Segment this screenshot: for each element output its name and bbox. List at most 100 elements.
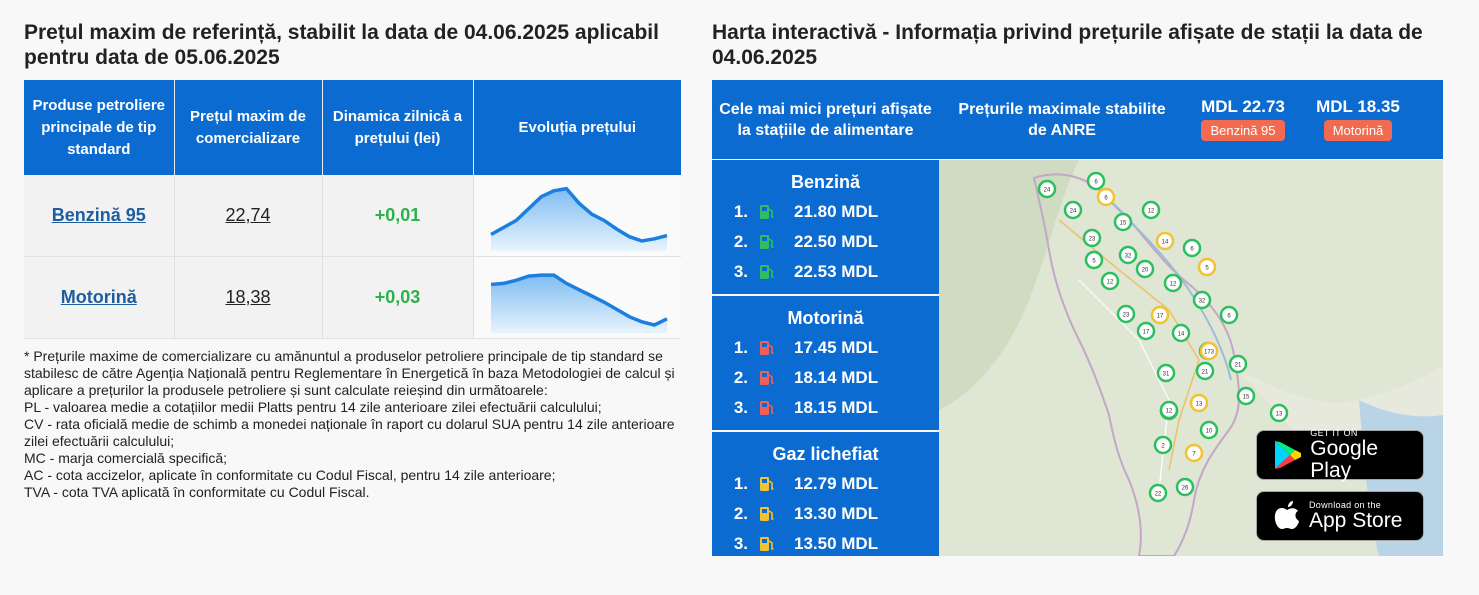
station-marker[interactable]: 5 — [1197, 257, 1217, 277]
fuel-pump-icon — [756, 232, 778, 252]
station-marker[interactable]: 32 — [1118, 245, 1138, 265]
station-marker[interactable]: 14 — [1155, 231, 1175, 251]
list-item[interactable]: 1. 21.80 MDL — [733, 202, 879, 221]
station-marker[interactable]: 15 — [1113, 212, 1133, 232]
station-marker-label: 21 — [1202, 370, 1209, 376]
station-marker-label: 14 — [1178, 332, 1185, 338]
list-item[interactable]: 3. 18.15 MDL — [733, 398, 879, 417]
station-marker-label: 12 — [1107, 280, 1114, 286]
country-border — [1032, 173, 1240, 556]
list-item[interactable]: 1. 12.79 MDL — [733, 474, 879, 493]
fuel-pump-icon — [756, 262, 778, 282]
station-marker[interactable]: 22 — [1148, 483, 1168, 503]
station-marker[interactable]: 12 — [1141, 200, 1161, 220]
station-marker-label: 6 — [1227, 314, 1231, 320]
station-marker[interactable]: 10 — [1199, 420, 1219, 440]
price-link-motorina[interactable]: 18,38 — [225, 287, 271, 307]
station-marker[interactable]: 173 — [1199, 341, 1219, 361]
max-price-motorina: MDL 18.35 Motorină — [1308, 97, 1408, 141]
station-marker-label: 24 — [1070, 209, 1077, 215]
station-marker[interactable]: 32 — [1192, 290, 1212, 310]
reference-price-title: Prețul maxim de referință, stabilit la d… — [24, 21, 659, 69]
station-marker[interactable]: 24 — [1037, 179, 1057, 199]
list-item[interactable]: 2. 13.30 MDL — [733, 504, 879, 523]
apple-icon — [1274, 501, 1299, 529]
station-markers: 24 6 6 24 15 12 23 14 6 5 32 20 5 12 12 32 2 31 7 6 17 14 17 17… — [1037, 171, 1289, 503]
station-marker-label: 5 — [1205, 266, 1209, 272]
station-marker-label: 20 — [1142, 268, 1149, 274]
station-marker[interactable]: 17 — [1150, 305, 1170, 325]
station-marker[interactable]: 24 — [1063, 200, 1083, 220]
price-value: 12.79 MDL — [794, 474, 879, 493]
station-marker[interactable]: 6 — [1182, 238, 1202, 258]
station-marker[interactable]: 13 — [1269, 403, 1289, 423]
station-marker[interactable]: 13 — [1189, 393, 1209, 413]
trend-area — [491, 275, 668, 333]
list-item[interactable]: 1. 17.45 MDL — [733, 338, 879, 357]
station-marker[interactable]: 6 — [1219, 305, 1239, 325]
station-marker[interactable]: 12 — [1159, 400, 1179, 420]
station-marker-label: 2 — [1161, 444, 1165, 450]
station-marker-label: 6 — [1104, 196, 1108, 202]
station-marker-label: 23 — [1089, 237, 1096, 243]
map-header: Cele mai mici prețuri afișate la stațiil… — [712, 80, 1443, 159]
station-marker[interactable]: 12 — [1163, 273, 1183, 293]
reference-price-panel: Prețul maxim de referință, stabilit la d… — [24, 20, 681, 501]
station-marker[interactable]: 15 — [1236, 386, 1256, 406]
station-marker[interactable]: 31 — [1156, 363, 1176, 383]
station-marker[interactable]: 17 — [1136, 321, 1156, 341]
station-marker[interactable]: 2 — [1153, 435, 1173, 455]
col-header-price: Prețul maxim de comercializare — [174, 80, 323, 175]
app-store-button[interactable]: Download on the App Store — [1256, 491, 1424, 541]
station-marker[interactable]: 6 — [1096, 187, 1116, 207]
price-link-benzina[interactable]: 22,74 — [225, 205, 271, 225]
trend-line — [491, 273, 669, 327]
note-line: TVA - cota TVA aplicată în conformitate … — [24, 484, 370, 500]
lowest-prices-label: Cele mai mici prețuri afișate la stațiil… — [719, 100, 932, 139]
google-play-big-text: Google Play — [1310, 437, 1378, 482]
stations-map[interactable]: 24 6 6 24 15 12 23 14 6 5 32 20 5 12 12 32 2 31 7 6 17 14 17 17… — [939, 160, 1443, 556]
fuel-pump-icon — [756, 534, 778, 554]
station-marker-label: 17 — [1143, 330, 1150, 336]
note-line: AC - cota accizelor, aplicate în conform… — [24, 467, 556, 483]
station-marker[interactable]: 6 — [1086, 171, 1106, 191]
fuel-title: Benzină — [790, 172, 860, 192]
product-link-benzina[interactable]: Benzină 95 — [51, 205, 146, 225]
station-marker[interactable]: 12 — [1100, 271, 1120, 291]
station-marker-label: 6 — [1094, 180, 1098, 186]
station-marker[interactable]: 5 — [1084, 250, 1104, 270]
trend-chart-benzina[interactable] — [477, 175, 677, 251]
lowest-prices-list: Benzină 1. 21.80 MDL 2. 22.50 MDL 3. 22.53 … — [712, 160, 939, 556]
station-marker[interactable]: 26 — [1175, 477, 1195, 497]
note-line: MC - marja comercială specifică; — [24, 450, 228, 466]
station-marker[interactable]: 21 — [1228, 354, 1248, 374]
product-link-motorina[interactable]: Motorină — [60, 287, 137, 307]
station-marker[interactable]: 23 — [1116, 304, 1136, 324]
station-marker[interactable]: 7 — [1184, 443, 1204, 463]
station-marker[interactable]: 14 — [1171, 323, 1191, 343]
station-marker[interactable]: 23 — [1082, 228, 1102, 248]
fuel-block-gaz: Gaz lichefiat 1. 12.79 MDL 2. 13.30 MDL 3.… — [712, 432, 939, 556]
station-marker-label: 17 — [1157, 314, 1164, 320]
delta-benzina: +0,01 — [374, 205, 421, 225]
price-value: 17.45 MDL — [794, 338, 879, 357]
station-marker-label: 15 — [1243, 395, 1250, 401]
list-item[interactable]: 3. 22.53 MDL — [733, 262, 879, 282]
list-item[interactable]: 2. 18.14 MDL — [733, 368, 879, 387]
station-marker[interactable]: 20 — [1135, 259, 1155, 279]
fuel-title: Gaz lichefiat — [772, 444, 879, 464]
station-marker-label: 22 — [1155, 492, 1162, 498]
fuel-title: Motorină — [787, 308, 864, 328]
price-value: 22.50 MDL — [794, 232, 879, 251]
station-marker-label: 15 — [1120, 221, 1127, 227]
list-item[interactable]: 2. 22.50 MDL — [733, 232, 879, 252]
col-header-evolution: Evoluția prețului — [473, 80, 681, 175]
google-play-button[interactable]: GET IT ON Google Play — [1256, 428, 1424, 482]
list-item[interactable]: 3. 13.50 MDL — [733, 534, 879, 554]
trend-chart-motorina[interactable] — [477, 257, 677, 333]
station-marker-label: 24 — [1044, 188, 1051, 194]
fuel-block-motorina: Motorină 1. 17.45 MDL 2. 18.14 MDL 3. 18.15… — [712, 296, 939, 432]
station-marker-label: 23 — [1123, 313, 1130, 319]
station-marker[interactable]: 21 — [1195, 361, 1215, 381]
max-price-value: MDL 18.35 — [1316, 97, 1400, 116]
